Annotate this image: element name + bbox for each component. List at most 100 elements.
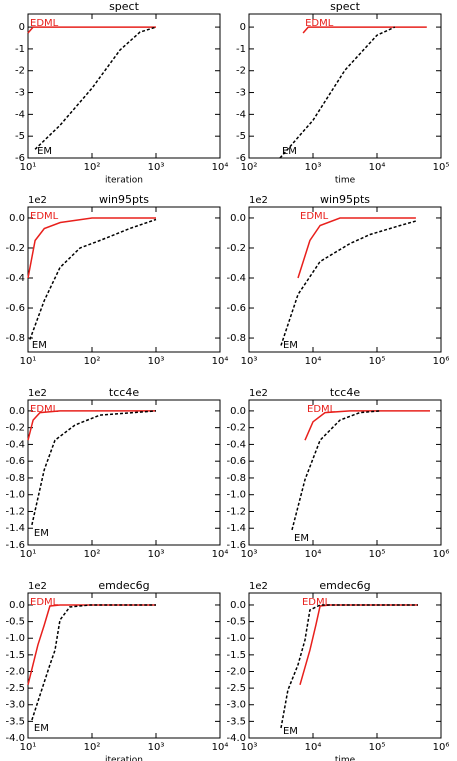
y-tick-label: -4 — [15, 109, 25, 120]
y-tick-label: -1 — [15, 44, 25, 55]
series-line — [34, 26, 157, 150]
x-tick-label: 10¹ — [20, 549, 37, 560]
series-label: EDML — [302, 597, 331, 608]
y-tick-label: -1.2 — [5, 506, 25, 517]
x-tick-label: 10⁴ — [212, 742, 229, 753]
series-label: EDML — [30, 18, 59, 29]
y-tick-label: 0 — [240, 22, 246, 33]
x-tick-label: 10³ — [241, 742, 258, 753]
x-tick-label: 10³ — [148, 549, 165, 560]
chart-title: spect — [109, 0, 140, 13]
x-tick-label: 10⁴ — [212, 162, 229, 173]
y-tick-label: -0.5 — [226, 617, 246, 628]
x-tick-label: 10⁴ — [212, 549, 229, 560]
y-tick-label: 0.0 — [230, 600, 246, 611]
chart-title: tcc4e — [109, 386, 139, 399]
y-tick-label: -0.4 — [226, 439, 246, 450]
x-tick-label: 10³ — [241, 356, 258, 367]
plot-frame — [248, 206, 442, 353]
chart-title: win95pts — [99, 193, 149, 206]
y-tick-label: 0.0 — [9, 213, 25, 224]
y-tick-label: -1.4 — [5, 523, 25, 534]
y-tick-label: -0.2 — [226, 423, 246, 434]
series-label: EDML — [30, 211, 59, 222]
plot-frame — [27, 399, 221, 546]
series-line — [302, 26, 427, 34]
x-tick-label: 10⁴ — [369, 162, 386, 173]
x-tick-label: 10² — [84, 356, 101, 367]
y-tick-label: -2.5 — [226, 683, 246, 694]
offset-label: 1e2 — [249, 388, 268, 399]
series-label: EM — [283, 726, 298, 737]
x-tick-label: 10⁵ — [433, 162, 450, 173]
series-line — [27, 604, 156, 685]
y-tick-label: -0.8 — [5, 473, 25, 484]
y-tick-label: -0.8 — [226, 473, 246, 484]
offset-label: 1e2 — [28, 581, 47, 592]
x-tick-label: 10⁴ — [305, 356, 322, 367]
y-tick-label: -3 — [15, 88, 25, 99]
x-axis-label: iteration — [105, 756, 143, 761]
y-tick-label: -0.2 — [226, 243, 246, 254]
y-tick-label: -2.0 — [5, 666, 25, 677]
y-tick-label: -4.0 — [5, 733, 25, 744]
series-label: EDML — [300, 211, 329, 222]
series-label: EM — [294, 533, 309, 544]
y-tick-label: -0.5 — [5, 617, 25, 628]
x-tick-label: 10³ — [148, 356, 165, 367]
x-tick-label: 10³ — [305, 162, 322, 173]
y-tick-label: -1.0 — [226, 490, 246, 501]
chart-title: spect — [330, 0, 361, 13]
series-label: EM — [34, 528, 49, 539]
x-tick-label: 10⁴ — [305, 549, 322, 560]
y-tick-label: -1.0 — [5, 633, 25, 644]
x-tick-label: 10⁵ — [369, 549, 386, 560]
x-tick-label: 10² — [84, 162, 101, 173]
y-tick-label: 0.0 — [9, 600, 25, 611]
x-tick-label: 10⁴ — [305, 742, 322, 753]
series-label: EM — [32, 340, 47, 351]
y-tick-label: -6 — [236, 153, 246, 164]
x-tick-label: 10⁶ — [433, 549, 450, 560]
y-tick-label: -6 — [15, 153, 25, 164]
y-tick-label: -0.4 — [5, 439, 25, 450]
y-tick-label: -3.5 — [5, 716, 25, 727]
y-tick-label: -0.8 — [226, 333, 246, 344]
plot-frame — [27, 13, 221, 159]
plot-frame — [27, 592, 221, 739]
chart-title: tcc4e — [330, 386, 360, 399]
series-line — [27, 217, 156, 279]
series-label: EM — [282, 146, 297, 157]
chart-title: emdec6g — [319, 579, 370, 592]
y-tick-label: -3.0 — [226, 700, 246, 711]
x-axis-label: time — [335, 176, 356, 186]
series-line — [279, 26, 396, 159]
series-line — [27, 26, 156, 34]
series-line — [299, 604, 418, 686]
plot-frame — [27, 206, 221, 353]
y-tick-label: 0.0 — [230, 213, 246, 224]
x-tick-label: 10⁵ — [369, 356, 386, 367]
offset-label: 1e2 — [249, 581, 268, 592]
plot-frame — [248, 399, 442, 546]
y-tick-label: -2.5 — [5, 683, 25, 694]
x-tick-label: 10³ — [148, 162, 165, 173]
series-label: EDML — [305, 18, 334, 29]
x-tick-label: 10⁶ — [433, 356, 450, 367]
y-tick-label: -4 — [236, 109, 246, 120]
series-line — [280, 604, 418, 729]
y-tick-label: -1.0 — [226, 633, 246, 644]
y-tick-label: -2.0 — [226, 666, 246, 677]
series-line — [304, 410, 430, 441]
y-tick-label: -1.5 — [5, 650, 25, 661]
x-tick-label: 10² — [84, 549, 101, 560]
x-tick-label: 10³ — [148, 742, 165, 753]
offset-label: 1e2 — [249, 195, 268, 206]
y-tick-label: -1 — [236, 44, 246, 55]
offset-label: 1e2 — [28, 195, 47, 206]
y-tick-label: -1.6 — [5, 540, 25, 551]
series-line — [280, 220, 417, 346]
y-tick-label: -0.4 — [5, 273, 25, 284]
y-tick-label: -2 — [236, 66, 246, 77]
